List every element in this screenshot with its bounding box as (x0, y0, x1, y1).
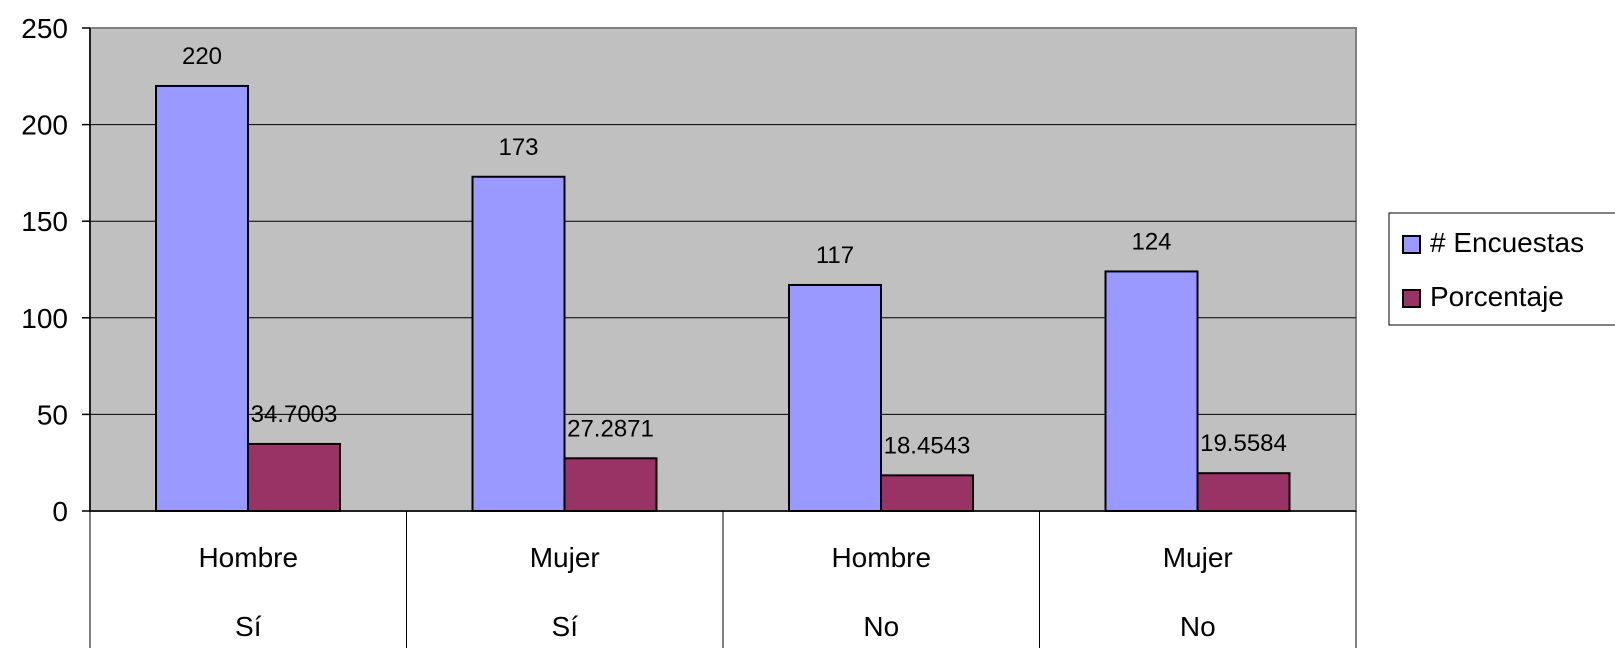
legend-box (1388, 212, 1615, 326)
legend-swatch (1402, 289, 1421, 308)
x-group-label: Sí (235, 611, 262, 642)
x-category-label: Hombre (831, 542, 931, 573)
bar-encuestas (788, 283, 882, 512)
data-label: 34.7003 (251, 401, 338, 428)
legend-label: Porcentaje (1430, 281, 1564, 312)
x-category-label: Hombre (198, 542, 298, 573)
x-axis: Hombre Sí Mujer Sí Hombre No Mujer No (89, 510, 1357, 648)
y-axis: 0 50 100 150 200 250 (21, 13, 91, 527)
legend: # Encuestas Porcentaje (1388, 212, 1615, 326)
bar-encuestas (471, 175, 566, 512)
legend-swatch (1402, 235, 1421, 254)
y-tick-label: 0 (52, 496, 68, 527)
bar-porcentaje (1196, 472, 1291, 512)
y-tick-label: 100 (21, 303, 68, 334)
data-label: 124 (1131, 228, 1171, 255)
bar-encuestas (155, 84, 249, 513)
bar-porcentaje (880, 474, 974, 512)
x-category-label: Mujer (530, 542, 600, 573)
x-group-label: Sí (552, 611, 579, 642)
x-group-label: No (1180, 611, 1216, 642)
bars (155, 84, 1291, 513)
y-tick-label: 250 (21, 13, 68, 44)
bar-encuestas (1104, 270, 1199, 512)
bar-porcentaje (247, 442, 341, 512)
bar-porcentaje (563, 457, 658, 512)
data-label: 220 (182, 43, 222, 70)
data-label: 173 (498, 134, 538, 161)
y-tick-label: 50 (37, 399, 68, 430)
x-group-label: No (863, 611, 899, 642)
legend-label: # Encuestas (1430, 227, 1584, 258)
data-label: 19.5584 (1200, 430, 1287, 457)
data-label: 117 (816, 242, 854, 269)
data-label: 27.2871 (567, 415, 654, 442)
data-labels: 220 173 117 124 34.7003 27.2871 18.4543 19.5584 (182, 43, 1287, 459)
y-tick-label: 150 (21, 206, 68, 237)
data-label: 18.4543 (884, 432, 971, 459)
y-tick-label: 200 (21, 110, 68, 141)
x-category-label: Mujer (1163, 542, 1233, 573)
